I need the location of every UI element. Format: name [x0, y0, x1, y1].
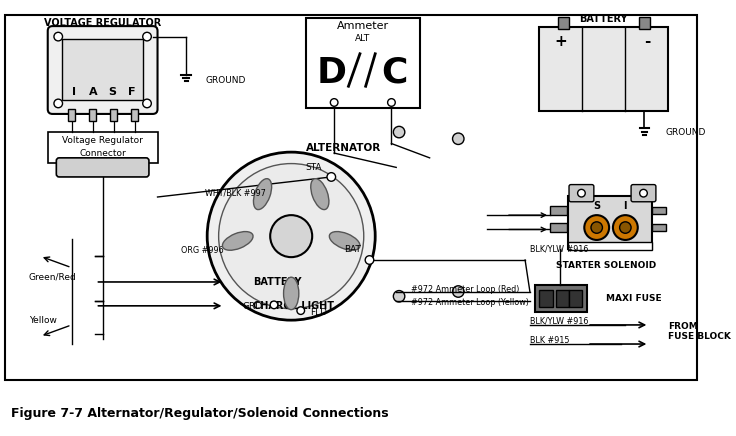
Bar [639, 17, 650, 29]
Ellipse shape [222, 232, 253, 250]
Text: Figure 7-7 Alternator/Regulator/Solenoid Connections: Figure 7-7 Alternator/Regulator/Solenoid… [12, 407, 389, 420]
Text: ORG #996: ORG #996 [181, 246, 224, 255]
Text: Yellow: Yellow [29, 316, 57, 325]
Bar [110, 109, 118, 121]
Circle shape [330, 99, 338, 106]
Text: F: F [128, 87, 135, 97]
FancyBboxPatch shape [569, 184, 594, 202]
Ellipse shape [329, 232, 360, 250]
Circle shape [613, 215, 638, 240]
Circle shape [219, 164, 364, 309]
Text: -: - [644, 34, 651, 49]
Ellipse shape [283, 277, 299, 310]
Text: Green/Red: Green/Red [29, 272, 77, 282]
Text: C: C [381, 56, 408, 90]
Text: FROM
FUSE BLOCK: FROM FUSE BLOCK [668, 322, 731, 341]
Text: Voltage Regulator: Voltage Regulator [63, 136, 143, 145]
Circle shape [584, 215, 609, 240]
Text: CHARGE LIGHT: CHARGE LIGHT [253, 301, 334, 311]
Circle shape [143, 32, 152, 41]
FancyBboxPatch shape [57, 158, 149, 177]
Bar [652, 207, 666, 214]
Circle shape [54, 99, 63, 108]
Text: FLD: FLD [311, 308, 328, 317]
Text: GROUND: GROUND [665, 128, 706, 136]
Text: GRD: GRD [242, 302, 263, 311]
Circle shape [297, 307, 305, 314]
Circle shape [453, 286, 464, 297]
Circle shape [365, 255, 374, 264]
Bar [569, 290, 582, 307]
Circle shape [640, 189, 647, 197]
Text: BAT: BAT [344, 245, 361, 254]
Text: STA: STA [306, 163, 322, 172]
FancyBboxPatch shape [48, 26, 158, 114]
Text: BLK/YLW #916: BLK/YLW #916 [530, 244, 588, 253]
Text: STARTER SOLENOID: STARTER SOLENOID [556, 261, 657, 270]
Text: VOLTAGE REGULATOR: VOLTAGE REGULATOR [44, 18, 161, 28]
Bar [131, 109, 138, 121]
Bar [568, 242, 652, 249]
Circle shape [578, 189, 585, 197]
Bar [539, 290, 553, 307]
Circle shape [54, 32, 63, 41]
Bar [558, 17, 569, 29]
Text: ALTERNATOR: ALTERNATOR [306, 143, 381, 153]
Bar [305, 17, 420, 108]
Text: WHT/BLK #997: WHT/BLK #997 [205, 189, 266, 198]
Text: BATTERY: BATTERY [253, 277, 302, 287]
Circle shape [207, 152, 375, 320]
Circle shape [270, 301, 277, 309]
Bar [539, 27, 668, 111]
Bar [652, 224, 666, 232]
Circle shape [388, 99, 395, 106]
Ellipse shape [311, 179, 329, 210]
Circle shape [393, 290, 405, 302]
Circle shape [143, 99, 152, 108]
Bar [4, 15, 697, 380]
Text: BLK #915: BLK #915 [530, 336, 570, 345]
Circle shape [270, 215, 312, 257]
Bar [550, 223, 567, 232]
FancyBboxPatch shape [631, 184, 656, 202]
Ellipse shape [253, 179, 272, 210]
Circle shape [620, 222, 631, 233]
Circle shape [327, 173, 336, 181]
Circle shape [591, 222, 603, 233]
Text: Ammeter: Ammeter [337, 21, 389, 31]
Bar [556, 290, 569, 307]
Polygon shape [389, 123, 487, 306]
Bar [89, 109, 96, 121]
Text: BATTERY: BATTERY [580, 14, 628, 24]
Text: I: I [623, 201, 627, 211]
Bar [48, 132, 158, 163]
Bar [550, 206, 567, 215]
Text: BLK/YLW #916: BLK/YLW #916 [530, 317, 588, 326]
Text: MAXI FUSE: MAXI FUSE [606, 294, 662, 303]
Text: D: D [316, 56, 347, 90]
Text: ALT: ALT [355, 34, 370, 43]
Text: A: A [89, 87, 98, 97]
Text: #972 Ammeter Loop (Yellow): #972 Ammeter Loop (Yellow) [411, 299, 528, 307]
Text: +: + [554, 34, 567, 49]
Circle shape [393, 126, 405, 138]
Circle shape [453, 133, 464, 144]
Bar [68, 109, 75, 121]
Text: Connector: Connector [79, 149, 126, 157]
Bar [568, 196, 652, 249]
Text: I: I [72, 87, 77, 97]
Text: S: S [109, 87, 117, 97]
Text: GROUND: GROUND [205, 76, 246, 85]
Text: #972 Ammeter Loop (Red): #972 Ammeter Loop (Red) [411, 285, 519, 294]
Bar [62, 38, 144, 99]
Bar [534, 285, 587, 312]
Text: S: S [593, 201, 601, 211]
